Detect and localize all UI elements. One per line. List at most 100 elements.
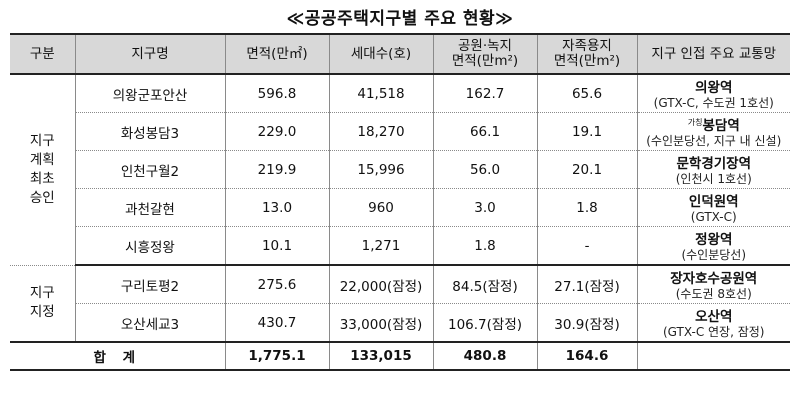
self-sufficient-value: - (536, 226, 638, 266)
total-label: 합 계 (10, 341, 226, 371)
header-green-line1: 공원·녹지 (458, 38, 512, 54)
transit-lines: (GTX-C) (690, 209, 737, 224)
area-value: 275.6 (224, 265, 330, 304)
transit-lines: (수인분당선, 지구 내 신설) (646, 133, 782, 148)
table-header-row: 구분 지구명 면적(만㎡) 세대수(호) 공원·녹지 면적(만m²) 자족용지 … (10, 34, 790, 74)
transit-station-name: 정왕역 (695, 231, 733, 248)
transit-station: 문학경기장역 (638, 153, 791, 172)
group-label-line: 지구 (29, 132, 55, 149)
header-green-area: 공원·녹지 면적(만m²) (432, 34, 538, 74)
header-transit: 지구 인접 주요 교통망 (636, 34, 790, 74)
transit-station-name: 인덕원역 (688, 193, 739, 210)
households-value: 33,000(잠정) (328, 303, 434, 343)
transit-station: 장자호수공원역 (638, 268, 791, 287)
transit-cell: 의왕역 (GTX-C, 수도권 1호선) (636, 74, 791, 113)
header-self-line2: 면적(만m²) (553, 53, 621, 69)
transit-station-name: 의왕역 (695, 79, 733, 96)
households-value: 1,271 (328, 226, 434, 266)
transit-cell: 오산역 (GTX-C 연장, 잠정) (636, 303, 791, 343)
district-name: 의왕군포안산 (74, 74, 226, 113)
table-row: 인천구월2 219.9 15,996 56.0 20.1 문학경기장역 (인천시… (10, 150, 791, 189)
self-sufficient-value: 27.1(잠정) (536, 265, 638, 304)
transit-station-name: 장자호수공원역 (670, 270, 758, 287)
transit-cell: 장자호수공원역 (수도권 8호선) (636, 265, 791, 304)
households-value: 22,000(잠정) (328, 265, 434, 304)
header-area: 면적(만㎡) (224, 34, 330, 74)
area-value: 10.1 (224, 226, 330, 266)
table-row: 화성봉담3 229.0 18,270 66.1 19.1 가칭봉담역 (수인분당… (10, 112, 791, 151)
households-value: 960 (328, 188, 434, 227)
transit-prefix: 가칭 (687, 117, 703, 127)
group-label-line: 지구 (29, 285, 55, 302)
area-value: 219.9 (224, 150, 330, 189)
transit-station: 오산역 (638, 306, 791, 325)
group-label-line: 계획 (29, 151, 55, 168)
transit-lines: (수도권 8호선) (675, 286, 752, 301)
area-value: 596.8 (224, 74, 330, 113)
total-green-area: 480.8 (432, 341, 538, 371)
total-transit-empty (636, 341, 790, 371)
table-row: 과천갈현 13.0 960 3.0 1.8 인덕원역 (GTX-C) (10, 188, 791, 227)
document-title: ≪공공주택지구별 주요 현황≫ (286, 9, 514, 29)
group-label-line: 최초 (29, 170, 55, 187)
area-value: 13.0 (224, 188, 330, 227)
district-name: 오산세교3 (75, 303, 226, 343)
transit-lines: (수인분당선) (681, 247, 747, 262)
header-category: 구분 (10, 34, 76, 74)
group-label-line: 승인 (29, 189, 55, 206)
self-sufficient-value: 20.1 (536, 150, 638, 189)
header-district: 지구명 (74, 34, 226, 74)
district-name: 시흥정왕 (75, 226, 226, 266)
transit-lines: (인천시 1호선) (675, 171, 752, 186)
households-value: 41,518 (328, 74, 434, 113)
transit-cell: 인덕원역 (GTX-C) (636, 188, 791, 227)
transit-cell: 가칭봉담역 (수인분당선, 지구 내 신설) (636, 112, 791, 151)
header-households: 세대수(호) (328, 34, 434, 74)
green-area-value: 162.7 (432, 74, 538, 113)
district-name: 구리토평2 (74, 265, 226, 304)
group-label-plan-approval: 지구 계획 최초 승인 (10, 74, 76, 266)
transit-station: 가칭봉담역 (638, 115, 791, 134)
households-value: 15,996 (328, 150, 434, 189)
transit-station-name: 오산역 (695, 308, 733, 325)
self-sufficient-value: 1.8 (536, 188, 638, 227)
transit-station: 인덕원역 (638, 191, 791, 210)
group-label-line: 지정 (29, 304, 55, 321)
total-households: 133,015 (328, 341, 434, 371)
transit-station: 의왕역 (638, 77, 791, 96)
self-sufficient-value: 65.6 (536, 74, 638, 113)
table-row: 지구 지정 구리토평2 275.6 22,000(잠정) 84.5(잠정) 27… (10, 265, 791, 343)
table-row: 시흥정왕 10.1 1,271 1.8 - 정왕역 (수인분당선) (10, 226, 791, 266)
group-label-designation: 지구 지정 (10, 265, 76, 343)
header-green-line2: 면적(만m²) (451, 53, 519, 69)
green-area-value: 66.1 (432, 112, 538, 151)
total-area: 1,775.1 (224, 341, 330, 371)
district-name: 과천갈현 (75, 188, 226, 227)
table-row: 오산세교3 430.7 33,000(잠정) 106.7(잠정) 30.9(잠정… (10, 303, 791, 343)
green-area-value: 56.0 (432, 150, 538, 189)
header-self-line1: 자족용지 (562, 38, 612, 54)
transit-lines: (GTX-C 연장, 잠정) (662, 324, 765, 339)
transit-cell: 정왕역 (수인분당선) (636, 226, 791, 266)
green-area-value: 3.0 (432, 188, 538, 227)
transit-station-name: 문학경기장역 (676, 155, 752, 172)
transit-station: 정왕역 (638, 229, 791, 248)
total-self-sufficient: 164.6 (536, 341, 638, 371)
green-area-value: 1.8 (432, 226, 538, 266)
district-status-table: 구분 지구명 면적(만㎡) 세대수(호) 공원·녹지 면적(만m²) 자족용지 … (10, 33, 790, 371)
green-area-value: 106.7(잠정) (432, 303, 538, 343)
transit-lines: (GTX-C, 수도권 1호선) (653, 95, 774, 110)
self-sufficient-value: 19.1 (536, 112, 638, 151)
table-row: 지구 계획 최초 승인 의왕군포안산 596.8 41,518 162.7 65… (10, 74, 791, 266)
area-value: 229.0 (224, 112, 330, 151)
header-self-sufficient-area: 자족용지 면적(만m²) (536, 34, 638, 74)
area-value: 430.7 (224, 303, 330, 343)
households-value: 18,270 (328, 112, 434, 151)
district-name: 인천구월2 (75, 150, 226, 189)
transit-cell: 문학경기장역 (인천시 1호선) (636, 150, 791, 189)
green-area-value: 84.5(잠정) (432, 265, 538, 304)
district-name: 화성봉담3 (75, 112, 226, 151)
transit-station-name: 봉담역 (702, 117, 740, 134)
self-sufficient-value: 30.9(잠정) (536, 303, 638, 343)
total-row: 합 계 1,775.1 133,015 480.8 164.6 (10, 341, 790, 371)
